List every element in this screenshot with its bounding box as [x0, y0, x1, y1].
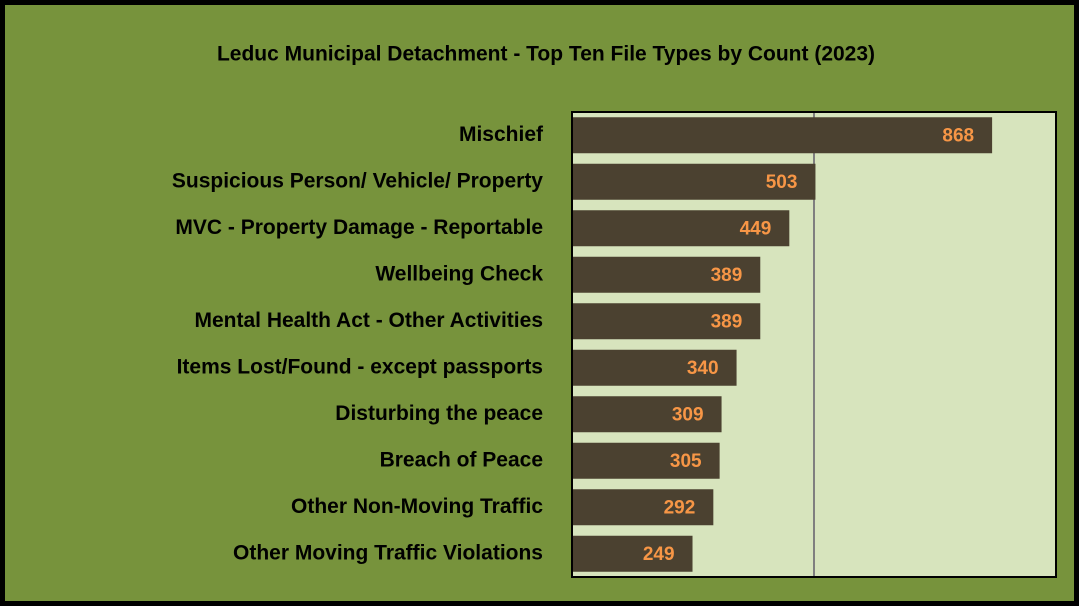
y-tick-label: Other Non-Moving Traffic [291, 495, 543, 518]
data-label: 503 [766, 172, 798, 193]
chart-title: Leduc Municipal Detachment - Top Ten Fil… [217, 43, 875, 66]
bar [572, 210, 790, 247]
data-label: 389 [711, 265, 743, 286]
bar [572, 396, 722, 433]
y-tick-label: Suspicious Person/ Vehicle/ Property [172, 169, 543, 192]
data-label: 305 [670, 451, 702, 472]
data-label: 309 [672, 404, 704, 425]
data-label: 340 [687, 358, 719, 379]
y-tick-label: Disturbing the peace [335, 402, 543, 425]
data-label: 292 [664, 497, 696, 518]
y-tick-label: Breach of Peace [380, 448, 543, 471]
bar [572, 442, 720, 479]
bar [572, 303, 761, 340]
y-tick-label: Mental Health Act - Other Activities [194, 309, 543, 332]
y-tick-label: MVC - Property Damage - Reportable [175, 216, 543, 239]
bar [572, 349, 737, 386]
bar [572, 535, 693, 572]
y-tick-label: Items Lost/Found - except passports [177, 355, 543, 378]
data-label: 449 [740, 218, 772, 239]
bar [572, 256, 761, 293]
y-tick-label: Other Moving Traffic Violations [233, 541, 543, 564]
data-label: 249 [643, 544, 675, 565]
plot-border [571, 111, 1057, 578]
data-label: 868 [942, 125, 974, 146]
y-tick-label: Wellbeing Check [375, 262, 543, 285]
y-tick-label: Mischief [459, 123, 544, 146]
data-label: 389 [711, 311, 743, 332]
bar [572, 489, 714, 526]
bar [572, 163, 816, 200]
bar [572, 117, 993, 154]
